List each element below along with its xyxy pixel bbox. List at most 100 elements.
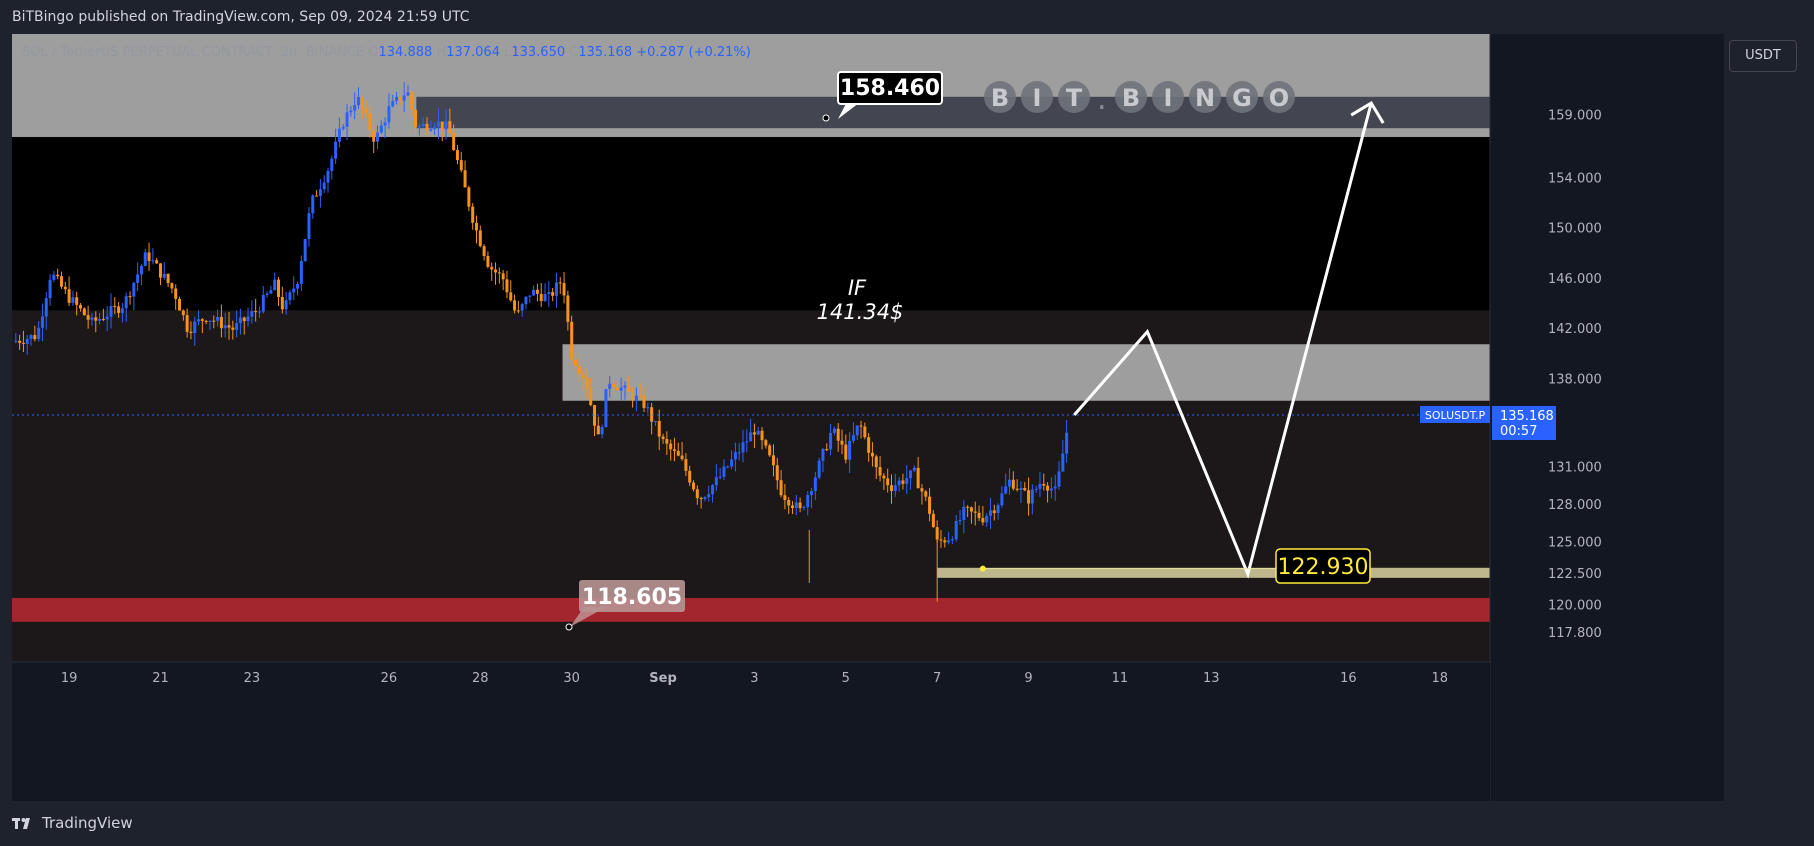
candle-body — [318, 189, 322, 196]
candle-body — [977, 512, 981, 519]
candle-body — [98, 318, 102, 321]
close-value: 135.168 — [578, 45, 633, 60]
candle-body — [665, 439, 669, 444]
candle-body — [787, 499, 791, 506]
time-tick-label: 5 — [842, 671, 850, 686]
candle-body — [509, 292, 513, 301]
candle-body — [147, 252, 151, 262]
symbol-tag — [1420, 405, 1490, 423]
currency-button[interactable]: USDT — [1729, 40, 1797, 72]
price-tick-label: 117.800 — [1548, 626, 1602, 641]
high-label: H — [436, 45, 447, 60]
candle-body — [288, 292, 292, 301]
candle-body — [398, 96, 402, 101]
chart-area[interactable]: B I T. B I N G O IF 141.34$ 158.460 118.605 122.930 … — [12, 34, 1724, 801]
candle-body — [166, 273, 170, 284]
candle-body — [311, 195, 315, 214]
time-tick-label: 3 — [750, 671, 758, 686]
candle-body — [101, 318, 105, 320]
candle-body — [863, 426, 867, 438]
price-tick-label: 142.000 — [1548, 322, 1602, 337]
candle-body — [848, 440, 852, 460]
watermark-letter: N — [1195, 84, 1215, 112]
price-tick-label: 122.500 — [1548, 567, 1602, 582]
candle-body — [733, 452, 737, 460]
candle-body — [962, 506, 966, 520]
candle-body — [33, 335, 37, 340]
candle-body — [771, 455, 775, 466]
candle-body — [688, 470, 692, 483]
candle-body — [193, 321, 197, 333]
candle-body — [37, 327, 41, 340]
candle-body — [486, 256, 490, 267]
time-tick-label: Sep — [649, 671, 677, 686]
candle-body — [844, 444, 848, 460]
watermark-letter: B — [991, 84, 1009, 112]
candle-body — [566, 295, 570, 322]
candle-body — [212, 320, 216, 322]
candle-body — [794, 502, 798, 509]
candle-body — [981, 518, 985, 523]
candle-body — [56, 274, 60, 277]
candle-body — [1034, 488, 1038, 490]
candle-body — [954, 521, 958, 540]
high-value: 137.064 — [446, 45, 500, 60]
footer-brand[interactable]: TradingView — [12, 814, 133, 832]
candle-body — [889, 485, 893, 491]
candle-body — [821, 449, 825, 461]
watermark-circle — [1058, 81, 1090, 113]
time-tick-label: 18 — [1431, 671, 1448, 686]
candle-body — [246, 316, 250, 322]
candle-body — [840, 440, 844, 445]
candle-body — [596, 425, 600, 435]
candle-body — [775, 465, 779, 481]
time-axis[interactable] — [12, 662, 1490, 801]
candle-body — [726, 466, 730, 468]
candle-body — [973, 511, 977, 513]
candle-body — [21, 342, 25, 344]
candle-body — [825, 449, 829, 451]
candle-body — [947, 540, 951, 543]
candle-body — [216, 316, 220, 321]
watermark-letter: G — [1232, 84, 1252, 112]
price-tick-label: 159.000 — [1548, 109, 1602, 124]
candle-body — [684, 459, 688, 471]
candle-body — [29, 335, 33, 339]
mid-grey-zone — [562, 344, 1490, 401]
candle-body — [63, 286, 67, 290]
candle-body — [554, 282, 558, 296]
candle-body — [669, 443, 673, 450]
candle-body — [760, 430, 764, 441]
candle-body — [459, 160, 463, 171]
candle-body — [143, 252, 147, 266]
candle-body — [79, 304, 83, 309]
candle-body — [410, 92, 414, 110]
upper-dark-band — [416, 96, 1491, 129]
price-tick-label: 138.000 — [1548, 372, 1602, 387]
candle-body — [231, 327, 235, 330]
candle-body — [1004, 486, 1008, 494]
symbol-tag-label: SOLUSDT.P — [1425, 409, 1486, 422]
projection-arrowhead — [1350, 101, 1385, 124]
candle-body — [391, 101, 395, 107]
candle-body — [356, 96, 360, 106]
candle-body — [269, 290, 273, 294]
time-tick-label: 21 — [152, 671, 169, 686]
candle-body — [414, 109, 418, 128]
candle-body — [128, 296, 132, 298]
candle-body — [452, 132, 456, 151]
candle-body — [939, 539, 943, 541]
candle-body — [467, 187, 471, 207]
candle-body — [870, 452, 874, 457]
candle-body — [1057, 471, 1061, 487]
candle-body — [181, 310, 185, 316]
candle-body — [832, 428, 836, 433]
candle-body — [436, 121, 440, 127]
candle-body — [867, 437, 871, 453]
candle-body — [440, 121, 444, 130]
support-label-box — [1275, 548, 1371, 584]
candle-body — [897, 480, 901, 486]
time-tick-label: 16 — [1340, 671, 1357, 686]
price-chart[interactable]: B I T. B I N G OIF141.34$158.460118.605122.930 … — [12, 34, 1724, 801]
candle-body — [520, 304, 524, 311]
